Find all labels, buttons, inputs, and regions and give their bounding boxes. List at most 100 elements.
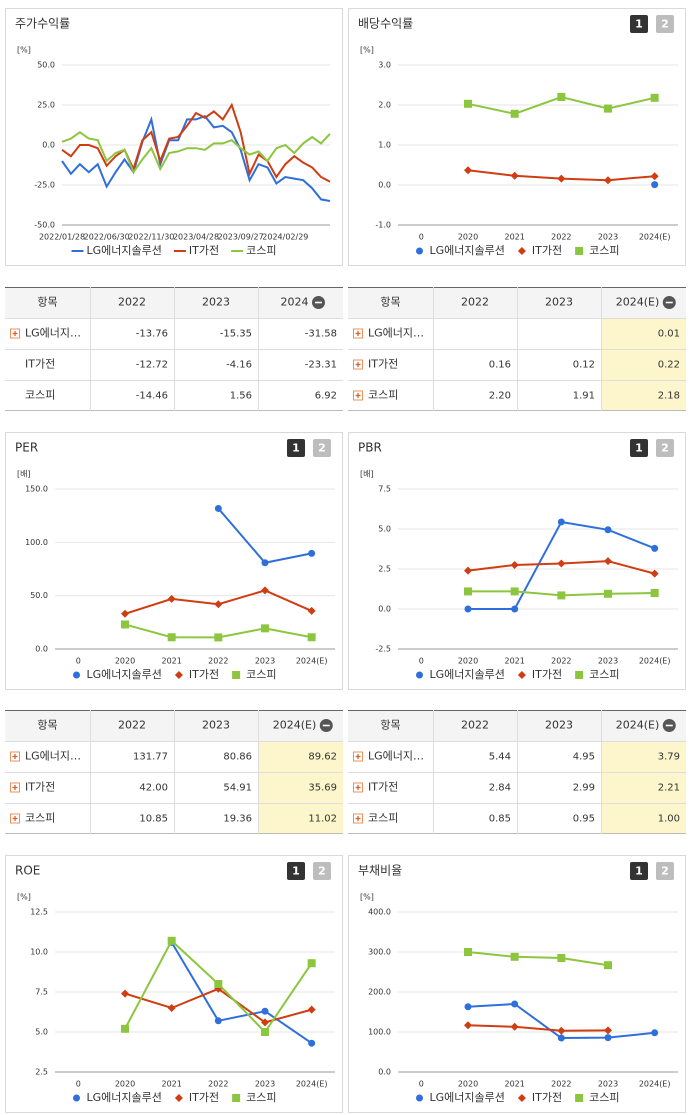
page-button-label[interactable]: 1: [635, 18, 643, 31]
marker: [651, 544, 659, 552]
page-button[interactable]: [656, 862, 674, 880]
page-button-label[interactable]: 1: [292, 442, 300, 455]
marker: [214, 1017, 222, 1025]
expand-icon-plus[interactable]: [355, 393, 361, 398]
column-header: 2022: [461, 719, 489, 732]
cell-value: 1.00: [658, 814, 680, 825]
marker: [575, 247, 584, 255]
expand-icon-plus[interactable]: [12, 785, 18, 790]
page-button-label[interactable]: 2: [661, 865, 669, 878]
expand-icon-plus[interactable]: [355, 785, 361, 790]
chart-title: 부채비율: [358, 864, 402, 878]
page-button-label[interactable]: 2: [661, 18, 669, 31]
column-header: 2023: [202, 719, 230, 732]
series-line: [61, 102, 331, 183]
row-label[interactable]: 코스피: [368, 389, 398, 402]
marker: [557, 93, 566, 101]
cell-value: 0.85: [489, 814, 511, 825]
x-tick-label: 0: [419, 233, 424, 242]
x-tick-label: 2022/06/30: [84, 233, 130, 242]
cell-value: 2.20: [489, 391, 511, 402]
marker: [464, 99, 472, 108]
marker: [557, 1026, 566, 1035]
expand-icon-plus[interactable]: [355, 754, 361, 759]
page-button-label[interactable]: 1: [635, 442, 643, 455]
expand-icon-plus[interactable]: [355, 362, 361, 367]
marker: [167, 594, 176, 603]
row-label[interactable]: LG에너지…: [25, 750, 81, 763]
cell-value: 0.16: [489, 360, 511, 371]
expand-icon-plus[interactable]: [355, 331, 361, 336]
page-button[interactable]: [630, 862, 648, 880]
page-button-label[interactable]: 2: [318, 442, 326, 455]
page-button-label[interactable]: 1: [292, 865, 300, 878]
page-button[interactable]: [287, 862, 305, 880]
panel: [5, 855, 343, 1113]
row-label[interactable]: IT가전: [368, 781, 398, 794]
y-tick-label: 300.0: [368, 948, 391, 957]
chart-title: ROE: [15, 864, 40, 878]
column-header: 2022: [461, 296, 489, 309]
page-button[interactable]: [630, 439, 648, 457]
x-tick-label: 2021: [504, 1080, 524, 1089]
cell-value: 2.21: [658, 783, 680, 794]
marker: [73, 671, 81, 679]
marker: [464, 166, 472, 175]
chart-title: PER: [15, 441, 38, 455]
legend-label: LG에너지솔루션: [87, 668, 162, 681]
y-tick-label: 100.0: [25, 538, 48, 547]
legend-label: LG에너지솔루션: [430, 668, 505, 681]
page-button-label[interactable]: 2: [318, 865, 326, 878]
cell-value: -12.72: [136, 360, 168, 371]
row-label[interactable]: IT가전: [25, 781, 55, 794]
marker: [511, 1000, 519, 1008]
marker: [307, 606, 316, 615]
page-button[interactable]: [287, 439, 305, 457]
x-tick-label: 2020: [458, 1080, 478, 1089]
page-button-label[interactable]: 2: [661, 442, 669, 455]
row-label[interactable]: 코스피: [368, 812, 398, 825]
row-label[interactable]: LG에너지…: [368, 750, 424, 763]
panel: [5, 432, 343, 690]
marker: [261, 624, 269, 633]
marker: [167, 1004, 176, 1012]
marker: [464, 1021, 472, 1030]
marker: [604, 589, 612, 598]
page-button[interactable]: [656, 439, 674, 457]
legend-label: IT가전: [532, 244, 562, 257]
marker: [261, 559, 269, 567]
marker: [464, 566, 472, 575]
page-button-label[interactable]: 1: [635, 865, 643, 878]
page-button[interactable]: [656, 15, 674, 33]
series-line: [61, 115, 331, 202]
expand-icon-plus[interactable]: [12, 754, 18, 759]
unit-label: [%]: [360, 46, 374, 55]
y-tick-label: 25.0: [37, 101, 55, 110]
row-label[interactable]: LG에너지…: [368, 327, 424, 340]
x-tick-label: 2020: [458, 657, 478, 666]
page-button[interactable]: [313, 862, 331, 880]
expand-icon-plus[interactable]: [12, 816, 18, 821]
unit-label: [%]: [17, 46, 31, 55]
row-label: 코스피: [25, 389, 55, 402]
x-tick-label: 2024/02/29: [262, 233, 308, 242]
cell-value: 11.02: [308, 814, 337, 825]
row-label[interactable]: IT가전: [368, 358, 398, 371]
expand-icon-plus[interactable]: [355, 816, 361, 821]
expand-icon-plus[interactable]: [12, 331, 18, 336]
page-button[interactable]: [630, 15, 648, 33]
y-tick-label: 3.0: [378, 61, 391, 70]
cell-value: 1.91: [573, 391, 595, 402]
marker: [510, 109, 519, 118]
marker: [308, 549, 316, 557]
y-tick-label: 0.0: [378, 605, 391, 614]
page-button[interactable]: [313, 439, 331, 457]
row-label[interactable]: LG에너지…: [25, 327, 81, 340]
legend-label: 코스피: [246, 668, 276, 681]
cell-value: 42.00: [139, 783, 168, 794]
row-label[interactable]: 코스피: [25, 812, 55, 825]
marker: [557, 954, 566, 962]
x-tick-label: 0: [76, 1080, 81, 1089]
marker: [517, 671, 526, 679]
marker: [604, 1034, 612, 1042]
